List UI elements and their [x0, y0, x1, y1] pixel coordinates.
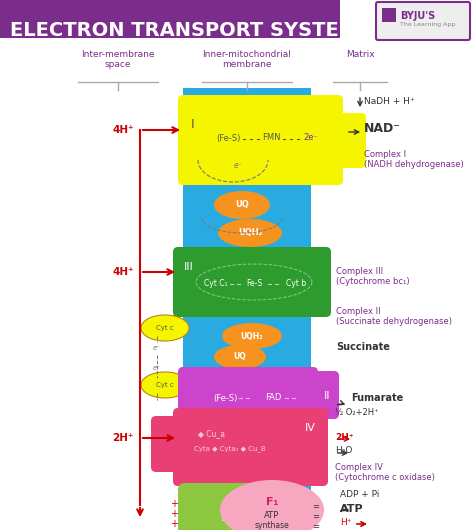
Ellipse shape	[222, 323, 282, 349]
Ellipse shape	[214, 191, 270, 219]
Text: e⁻: e⁻	[153, 345, 161, 351]
Text: ATP: ATP	[264, 510, 280, 519]
Text: e⁻: e⁻	[234, 161, 242, 170]
FancyBboxPatch shape	[0, 0, 340, 38]
FancyBboxPatch shape	[376, 2, 470, 40]
Text: UQH₂: UQH₂	[238, 228, 262, 237]
Text: IV: IV	[305, 423, 316, 433]
Text: (Fe-S): (Fe-S)	[213, 393, 237, 402]
FancyBboxPatch shape	[328, 113, 366, 168]
Text: ELECTRON TRANSPORT SYSTEM: ELECTRON TRANSPORT SYSTEM	[10, 21, 358, 40]
Text: BYJU'S: BYJU'S	[400, 11, 435, 21]
Text: 2e⁻: 2e⁻	[303, 134, 319, 143]
Text: ◆ Cu_a: ◆ Cu_a	[198, 429, 225, 438]
FancyBboxPatch shape	[178, 483, 282, 530]
Ellipse shape	[141, 315, 189, 341]
Text: +: +	[170, 529, 178, 530]
FancyBboxPatch shape	[151, 416, 189, 472]
Text: FMN: FMN	[262, 134, 280, 143]
Text: Complex III
(Cytochrome bc₁): Complex III (Cytochrome bc₁)	[336, 267, 410, 286]
Text: III: III	[184, 262, 194, 272]
Text: Cyt c: Cyt c	[156, 325, 174, 331]
FancyBboxPatch shape	[173, 408, 328, 486]
Text: Complex II
(Succinate dehydrogenase): Complex II (Succinate dehydrogenase)	[336, 307, 452, 326]
Text: UQ: UQ	[234, 352, 246, 361]
Text: Matrix: Matrix	[346, 50, 374, 59]
Text: ½ O₂+2H⁺: ½ O₂+2H⁺	[335, 408, 379, 417]
Text: (Fe-S): (Fe-S)	[216, 134, 240, 143]
Text: e⁻: e⁻	[153, 365, 161, 371]
Text: The Learning App: The Learning App	[400, 22, 456, 27]
FancyBboxPatch shape	[183, 88, 311, 490]
Text: ATP: ATP	[340, 504, 364, 514]
FancyBboxPatch shape	[178, 367, 318, 425]
Text: =: =	[312, 502, 319, 511]
Text: Cyt c: Cyt c	[156, 382, 174, 388]
Text: UQH₂: UQH₂	[241, 331, 264, 340]
FancyBboxPatch shape	[0, 0, 340, 38]
Text: H₂O: H₂O	[335, 446, 352, 455]
Text: Fumarate: Fumarate	[351, 393, 403, 403]
Text: Complex IV
(Cytochrome c oxidase): Complex IV (Cytochrome c oxidase)	[335, 463, 435, 482]
Text: H⁺: H⁺	[340, 518, 352, 527]
Text: Cyta ◆ Cyta₃ ◆ Cu_B: Cyta ◆ Cyta₃ ◆ Cu_B	[194, 446, 266, 453]
Text: Fe-S: Fe-S	[246, 279, 262, 288]
Text: 4H⁺: 4H⁺	[112, 267, 134, 277]
Ellipse shape	[214, 345, 266, 369]
Text: UQ: UQ	[235, 200, 249, 209]
Text: Inter-membrane
space: Inter-membrane space	[81, 50, 155, 69]
Text: ADP + Pi: ADP + Pi	[340, 490, 379, 499]
Text: F₁: F₁	[266, 497, 278, 507]
Ellipse shape	[220, 480, 324, 530]
Text: NAD⁻: NAD⁻	[364, 121, 401, 135]
Text: +: +	[170, 519, 178, 529]
Text: +: +	[170, 509, 178, 519]
FancyBboxPatch shape	[303, 371, 339, 419]
Text: I: I	[191, 118, 195, 131]
Text: Complex I
(NADH dehydrogenase): Complex I (NADH dehydrogenase)	[364, 150, 464, 170]
FancyBboxPatch shape	[178, 95, 343, 185]
Text: synthase: synthase	[255, 522, 289, 530]
Text: F₀: F₀	[221, 507, 239, 525]
Text: FAD: FAD	[265, 393, 281, 402]
Text: Cyt b: Cyt b	[286, 279, 306, 288]
Text: =: =	[312, 522, 319, 530]
Text: 2H⁺: 2H⁺	[335, 433, 354, 442]
Ellipse shape	[141, 372, 189, 398]
Text: 4H⁺: 4H⁺	[112, 125, 134, 135]
Text: Cyt C₁: Cyt C₁	[204, 279, 228, 288]
Text: Succinate: Succinate	[336, 342, 390, 352]
Text: =: =	[312, 512, 319, 521]
FancyBboxPatch shape	[173, 247, 331, 317]
Ellipse shape	[218, 219, 282, 247]
Text: Inner-mitochondrial
membrane: Inner-mitochondrial membrane	[202, 50, 292, 69]
Text: +: +	[170, 499, 178, 509]
Text: II: II	[324, 391, 330, 401]
Text: 2H⁺: 2H⁺	[112, 433, 134, 443]
Text: NaDH + H⁺: NaDH + H⁺	[364, 98, 415, 107]
FancyBboxPatch shape	[382, 8, 396, 22]
